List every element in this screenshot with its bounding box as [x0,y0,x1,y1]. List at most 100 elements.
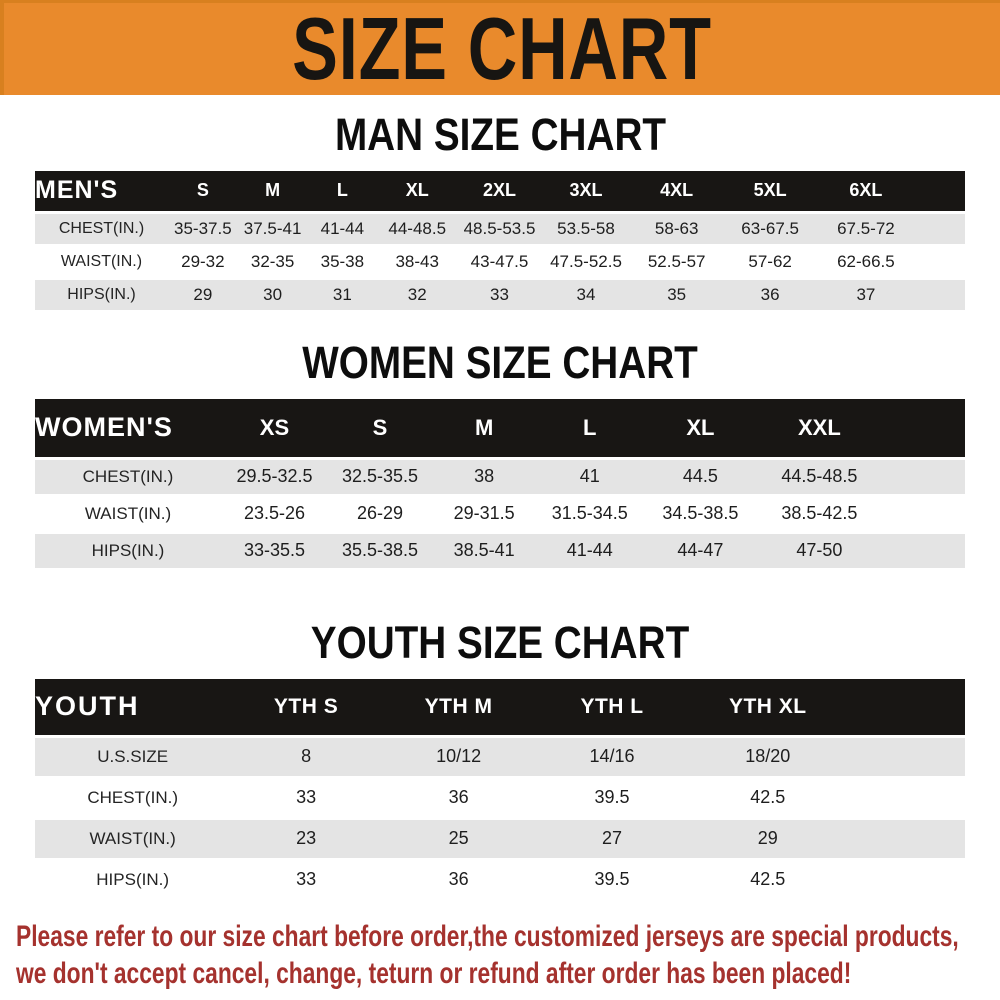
header-filler [881,398,965,457]
row-label: WAIST(IN.) [84,503,172,523]
size-cell: 38.5-42.5 [781,503,858,524]
youth-ussize-row: U.S.SIZE 8 10/12 14/16 18/20 [35,737,965,776]
size-cell: 41-44 [536,533,644,568]
size-cell: 44.5 [643,459,758,494]
column-header: YTH L [535,678,689,735]
size-cell: 23 [230,819,382,858]
column-header: M [432,398,537,457]
size-cell: 10/12 [381,737,536,776]
size-cell: 23.5-26 [243,503,305,524]
size-cell: 8 [230,737,382,776]
youth-size-table: YOUTH YTH S YTH M YTH L YTH XL U.S.SIZE … [35,676,965,902]
womens-chest-row: CHEST(IN.) 29.5-32.5 32.5-35.5 38 41 44.… [35,459,965,494]
size-cell: 33 [457,279,542,310]
youth-header-row: YOUTH YTH S YTH M YTH L YTH XL [35,678,965,735]
column-header: 5XL [723,170,818,211]
size-cell: 38-43 [395,251,439,271]
size-cell: 62-66.5 [837,251,895,271]
size-cell: 32.5-35.5 [327,459,433,494]
man-size-chart-heading-text: MAN SIZE CHART [334,109,666,160]
size-cell: 35.5-38.5 [327,533,433,568]
size-cell: 53.5-58 [541,213,631,244]
size-cell: 38 [432,459,537,494]
row-label: HIPS(IN.) [96,869,170,889]
youth-hips-row: HIPS(IN.) 33 36 39.5 42.5 [35,861,965,899]
cell-filler [914,213,965,244]
youth-table-title: YOUTH [35,678,231,735]
cell-filler [881,459,965,494]
mens-table-title: MEN'S [35,170,168,211]
size-cell: 29 [167,279,238,310]
disclaimer-line-1: Please refer to our size chart before or… [16,919,959,953]
size-cell: 37 [817,279,915,310]
column-header: YTH S [230,678,382,735]
size-cell: 32 [377,279,458,310]
size-cell: 31.5-34.5 [551,503,628,524]
size-cell: 67.5-72 [817,213,915,244]
womens-table-title: WOMEN'S [35,398,221,457]
column-header: S [327,398,433,457]
cell-filler [915,247,965,277]
size-cell: 41 [536,459,644,494]
header-filler [846,678,965,735]
column-header: L [536,398,644,457]
size-cell: 42.5 [750,787,786,808]
size-cell: 39.5 [594,787,630,808]
cell-filler [846,737,965,776]
column-header: M [237,170,308,211]
size-cell: 29.5-32.5 [221,459,328,494]
size-cell: 44-48.5 [377,213,458,244]
womens-waist-row: WAIST(IN.) 23.5-26 26-29 29-31.5 31.5-34… [35,497,965,531]
size-cell: 33 [296,869,317,890]
size-cell: 41-44 [307,213,378,244]
youth-size-chart-heading-text: YOUTH SIZE CHART [310,616,690,668]
row-label: U.S.SIZE [35,737,231,776]
mens-size-table: MEN'S S M L XL 2XL 3XL 4XL 5XL 6XL CHEST… [35,168,965,313]
women-size-chart-heading: WOMEN SIZE CHART [0,336,1000,388]
disclaimer-line-2: we don't accept cancel, change, teturn o… [16,956,852,990]
size-cell: 34 [541,279,631,310]
cell-filler [914,279,965,310]
size-cell: 26-29 [356,503,404,524]
size-cell: 57-62 [748,251,792,271]
row-label: HIPS(IN.) [35,279,168,310]
row-label: WAIST(IN.) [35,819,231,858]
size-cell: 37.5-41 [237,213,308,244]
womens-hips-row: HIPS(IN.) 33-35.5 35.5-38.5 38.5-41 41-4… [35,533,965,568]
size-cell: 33-35.5 [221,533,328,568]
column-header: S [167,170,238,211]
row-label: CHEST(IN.) [35,459,221,494]
cell-filler [847,779,965,817]
row-label: WAIST(IN.) [60,252,143,270]
row-label: CHEST(IN.) [35,213,168,244]
column-header: 4XL [630,170,724,211]
size-cell: 44.5-48.5 [757,459,882,494]
size-cell: 36 [448,869,469,890]
size-cell: 38.5-41 [432,533,537,568]
column-header: YTH M [381,678,536,735]
column-header: L [307,170,378,211]
banner-title: SIZE CHART [292,0,712,98]
size-cell: 31 [307,279,378,310]
size-cell: 44-47 [643,533,758,568]
youth-chest-row: CHEST(IN.) 33 36 39.5 42.5 [35,779,965,817]
women-size-chart-heading-text: WOMEN SIZE CHART [302,336,698,388]
size-cell: 43-47.5 [470,251,529,271]
column-header: YTH XL [688,678,847,735]
column-header: 6XL [817,170,915,211]
size-cell: 39.5 [594,869,630,890]
size-cell: 14/16 [535,737,689,776]
womens-size-table: WOMEN'S XS S M L XL XXL CHEST(IN.) 29.5-… [35,396,965,571]
size-chart-banner: SIZE CHART [0,0,1000,95]
column-header: 3XL [541,170,631,211]
size-cell: 18/20 [688,737,847,776]
mens-chest-row: CHEST(IN.) 35-37.5 37.5-41 41-44 44-48.5… [35,213,965,244]
size-cell: 35-37.5 [167,213,238,244]
cell-filler [846,819,965,858]
size-cell: 35 [630,279,724,310]
cell-filler [881,497,965,531]
size-cell: 30 [237,279,308,310]
row-label: HIPS(IN.) [35,533,221,568]
column-header: XL [377,170,458,211]
size-cell: 47-50 [757,533,882,568]
